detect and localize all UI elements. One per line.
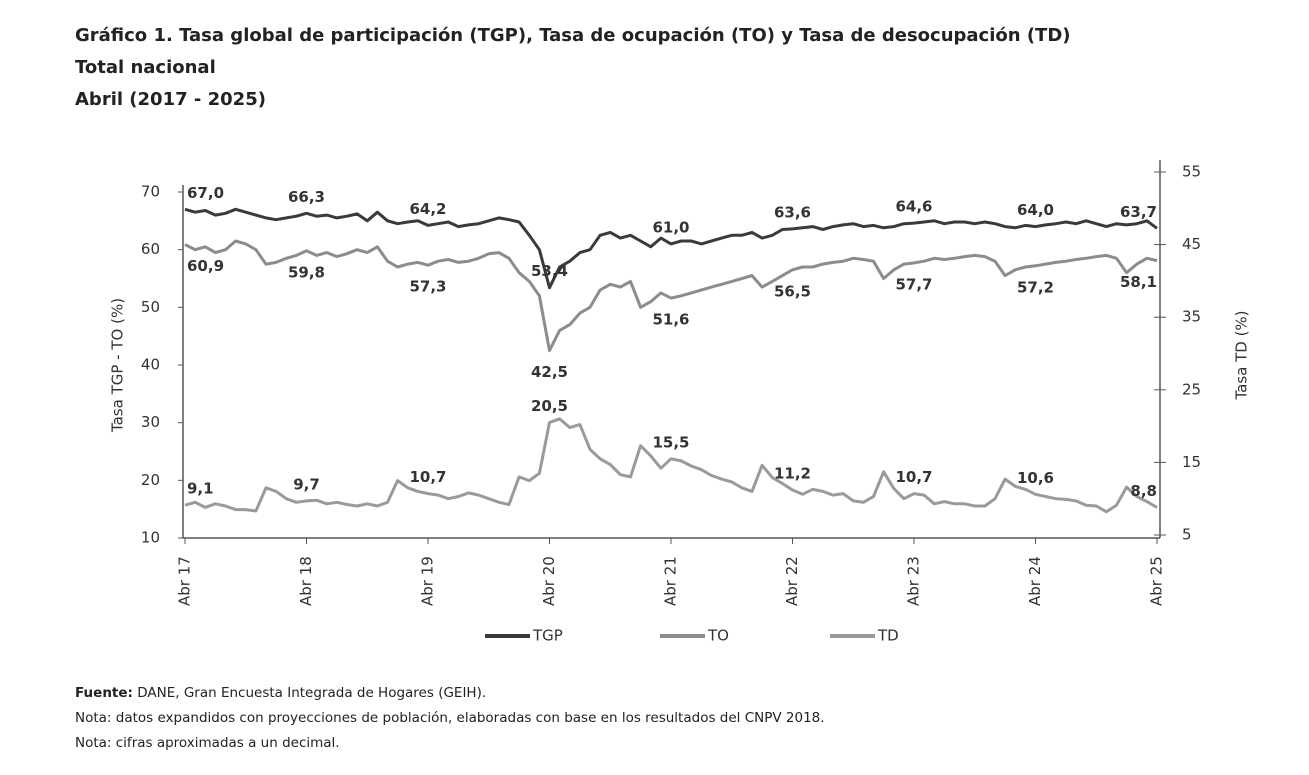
- data-label: 63,7: [1120, 203, 1157, 221]
- y-tick-label: 10: [141, 529, 160, 547]
- data-label: 60,9: [187, 257, 224, 275]
- series-line: [184, 239, 1158, 353]
- data-label: 9,7: [293, 475, 320, 493]
- y-axis-label: Tasa TGP - TO (%): [109, 298, 127, 433]
- y-tick-label: 30: [141, 413, 160, 431]
- data-label: 8,8: [1130, 482, 1157, 500]
- chart-subtitle: Total nacional: [75, 57, 216, 78]
- data-label: 59,8: [288, 263, 325, 281]
- y-tick-label: 60: [141, 240, 160, 258]
- x-tick-label: Abr 18: [297, 556, 315, 606]
- x-tick-label: Abr 22: [783, 556, 801, 606]
- series-line: [184, 207, 1158, 290]
- chart-title: Gráfico 1. Tasa global de participación …: [75, 25, 1071, 46]
- chart-subtitle: Abril (2017 - 2025): [75, 89, 266, 110]
- data-label: 10,7: [409, 468, 446, 486]
- data-label: 20,5: [531, 397, 568, 415]
- y-tick-label: 20: [141, 471, 160, 489]
- data-label: 15,5: [652, 433, 689, 451]
- footnote: Fuente: DANE, Gran Encuesta Integrada de…: [75, 685, 486, 701]
- data-label: 63,6: [774, 203, 811, 221]
- y-tick-label: 70: [141, 183, 160, 201]
- footnote: Nota: cifras aproximadas a un decimal.: [75, 735, 340, 751]
- legend-label: TO: [707, 627, 729, 645]
- x-tick-label: Abr 21: [662, 556, 680, 606]
- data-label: 57,7: [895, 275, 932, 293]
- data-label: 64,2: [409, 200, 446, 218]
- data-label: 51,6: [652, 311, 689, 329]
- data-label: 53,4: [531, 262, 568, 280]
- x-tick-label: Abr 23: [905, 556, 923, 606]
- legend-label: TGP: [532, 627, 563, 645]
- data-label: 58,1: [1120, 273, 1157, 291]
- data-label: 64,0: [1017, 201, 1054, 219]
- data-label: 11,2: [774, 464, 811, 482]
- data-label: 64,6: [895, 198, 932, 216]
- x-tick-label: Abr 20: [540, 556, 558, 606]
- legend-label: TD: [877, 627, 899, 645]
- data-label: 67,0: [187, 184, 224, 202]
- y2-tick-label: 5: [1182, 526, 1192, 544]
- x-tick-label: Abr 24: [1026, 556, 1044, 606]
- data-label: 10,6: [1017, 469, 1054, 487]
- source-label: Fuente:: [75, 685, 133, 701]
- x-tick-label: Abr 17: [176, 556, 194, 606]
- data-label: 61,0: [652, 218, 689, 236]
- series-line: [184, 417, 1158, 514]
- y2-tick-label: 35: [1182, 308, 1201, 326]
- source: DANE, Gran Encuesta Integrada de Hogares…: [133, 685, 486, 701]
- footnote: Nota: datos expandidos con proyecciones …: [75, 710, 825, 726]
- y-tick-label: 50: [141, 298, 160, 316]
- data-label: 10,7: [895, 468, 932, 486]
- data-label: 9,1: [187, 480, 214, 498]
- y2-axis-label: Tasa TD (%): [1233, 310, 1251, 400]
- data-label: 57,2: [1017, 278, 1054, 296]
- data-label: 56,5: [774, 282, 811, 300]
- x-tick-label: Abr 19: [419, 556, 437, 606]
- y2-tick-label: 45: [1182, 235, 1201, 253]
- y2-tick-label: 25: [1182, 380, 1201, 398]
- data-label: 42,5: [531, 363, 568, 381]
- y2-tick-label: 15: [1182, 453, 1201, 471]
- y-tick-label: 40: [141, 356, 160, 374]
- data-label: 57,3: [409, 278, 446, 296]
- data-label: 66,3: [288, 188, 325, 206]
- y2-tick-label: 55: [1182, 163, 1201, 181]
- x-tick-label: Abr 25: [1148, 556, 1166, 606]
